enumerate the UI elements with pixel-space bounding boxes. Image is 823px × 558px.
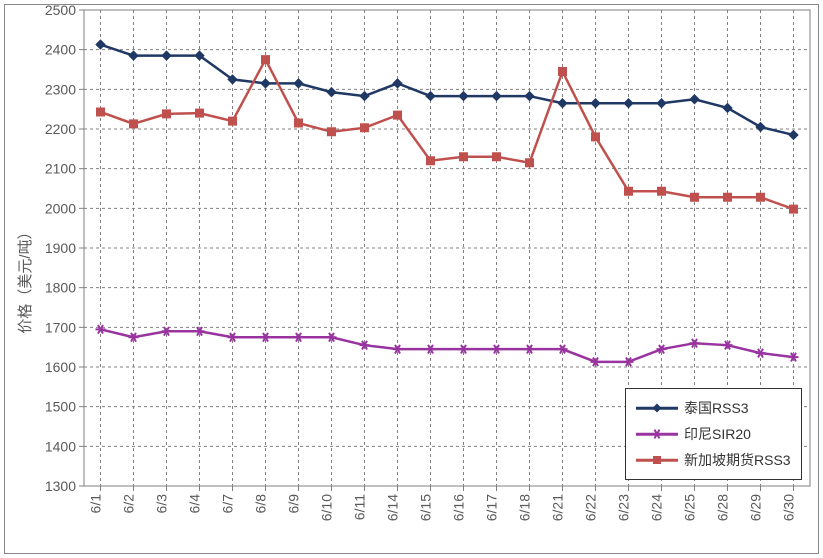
series-marker-sg_rss3 [658, 187, 666, 195]
x-tick-label: 6/21 [550, 494, 566, 521]
series-marker-sg_rss3 [526, 159, 534, 167]
x-tick-label: 6/8 [253, 494, 269, 514]
legend-box: 泰国RSS3 印尼SIR20 新加坡期货RSS3 [625, 388, 802, 480]
series-marker-sg_rss3 [163, 110, 171, 118]
y-tick-label: 2400 [45, 42, 76, 58]
rubber-price-chart: 价格（美元/吨） 1300140015001600170018001900200… [0, 0, 823, 558]
legend-label: 印尼SIR20 [684, 424, 751, 444]
y-tick-label: 2100 [45, 161, 76, 177]
x-tick-label: 6/4 [187, 494, 203, 514]
x-tick-label: 6/28 [715, 494, 731, 521]
x-tick-label: 6/25 [682, 494, 698, 521]
x-tick-label: 6/1 [88, 494, 104, 514]
x-tick-label: 6/30 [781, 494, 797, 521]
x-tick-label: 6/15 [418, 494, 434, 521]
y-tick-label: 1300 [45, 478, 76, 494]
y-tick-label: 2500 [45, 2, 76, 18]
x-tick-label: 6/18 [517, 494, 533, 521]
x-tick-label: 6/9 [286, 494, 302, 514]
series-marker-sg_rss3 [229, 117, 237, 125]
y-tick-label: 1400 [45, 438, 76, 454]
x-tick-label: 6/2 [121, 494, 137, 514]
x-tick-label: 6/11 [352, 494, 368, 520]
y-tick-label: 2000 [45, 200, 76, 216]
series-marker-sg_rss3 [559, 67, 567, 75]
series-marker-sg_rss3 [724, 193, 732, 201]
x-tick-label: 6/23 [616, 494, 632, 521]
series-marker-sg_rss3 [790, 205, 798, 213]
series-marker-sg_rss3 [427, 157, 435, 165]
series-marker-sg_rss3 [328, 128, 336, 136]
series-marker-sg_rss3 [592, 133, 600, 141]
y-tick-label: 2200 [45, 121, 76, 137]
legend-entry-indo_sir20: 印尼SIR20 [636, 421, 791, 447]
series-marker-sg_rss3 [493, 153, 501, 161]
x-tick-label: 6/3 [154, 494, 170, 514]
series-marker-sg_rss3 [295, 119, 303, 127]
series-marker-sg_rss3 [262, 56, 270, 64]
y-tick-label: 1900 [45, 240, 76, 256]
x-tick-label: 6/16 [451, 494, 467, 521]
x-tick-label: 6/29 [748, 494, 764, 521]
series-marker-sg_rss3 [757, 193, 765, 201]
legend-label: 新加坡期货RSS3 [684, 450, 791, 470]
y-tick-label: 1800 [45, 280, 76, 296]
x-tick-label: 6/24 [649, 494, 665, 521]
legend-swatch [636, 398, 678, 418]
legend-entry-thai_rss3: 泰国RSS3 [636, 395, 791, 421]
legend-swatch [636, 450, 678, 470]
x-tick-label: 6/14 [385, 494, 401, 521]
x-tick-label: 6/7 [220, 494, 236, 514]
legend-swatch [636, 424, 678, 444]
y-tick-label: 1700 [45, 319, 76, 335]
x-tick-label: 6/10 [319, 494, 335, 521]
x-tick-label: 6/17 [484, 494, 500, 521]
series-marker-sg_rss3 [196, 109, 204, 117]
series-marker-sg_rss3 [361, 124, 369, 132]
x-tick-label: 6/22 [583, 494, 599, 521]
y-tick-label: 2300 [45, 81, 76, 97]
series-marker-sg_rss3 [394, 111, 402, 119]
series-marker-sg_rss3 [460, 153, 468, 161]
y-tick-label: 1500 [45, 399, 76, 415]
series-marker-sg_rss3 [130, 120, 138, 128]
series-marker-sg_rss3 [625, 187, 633, 195]
legend-label: 泰国RSS3 [684, 398, 749, 418]
legend-entry-sg_rss3: 新加坡期货RSS3 [636, 447, 791, 473]
series-marker-sg_rss3 [97, 108, 105, 116]
y-tick-label: 1600 [45, 359, 76, 375]
series-marker-sg_rss3 [691, 193, 699, 201]
